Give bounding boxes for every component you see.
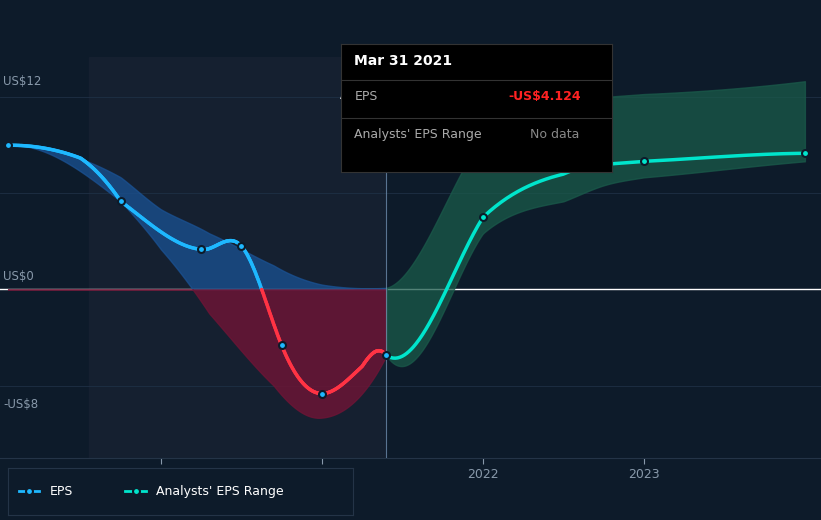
Text: Mar 31 2021: Mar 31 2021 [355,55,452,69]
Text: EPS: EPS [355,90,378,103]
Text: Actual: Actual [340,89,382,102]
Text: -US$8: -US$8 [3,398,39,411]
Text: -US$4.124: -US$4.124 [509,90,581,103]
Text: US$12: US$12 [3,75,42,88]
Bar [89,57,387,458]
Text: EPS: EPS [49,485,73,498]
Text: Analysts' EPS Range: Analysts' EPS Range [355,128,482,141]
Text: Analysts' EPS Range: Analysts' EPS Range [157,485,284,498]
Text: No data: No data [530,128,580,141]
Text: Analysts Forecasts: Analysts Forecasts [399,89,509,102]
Text: US$0: US$0 [3,270,34,283]
